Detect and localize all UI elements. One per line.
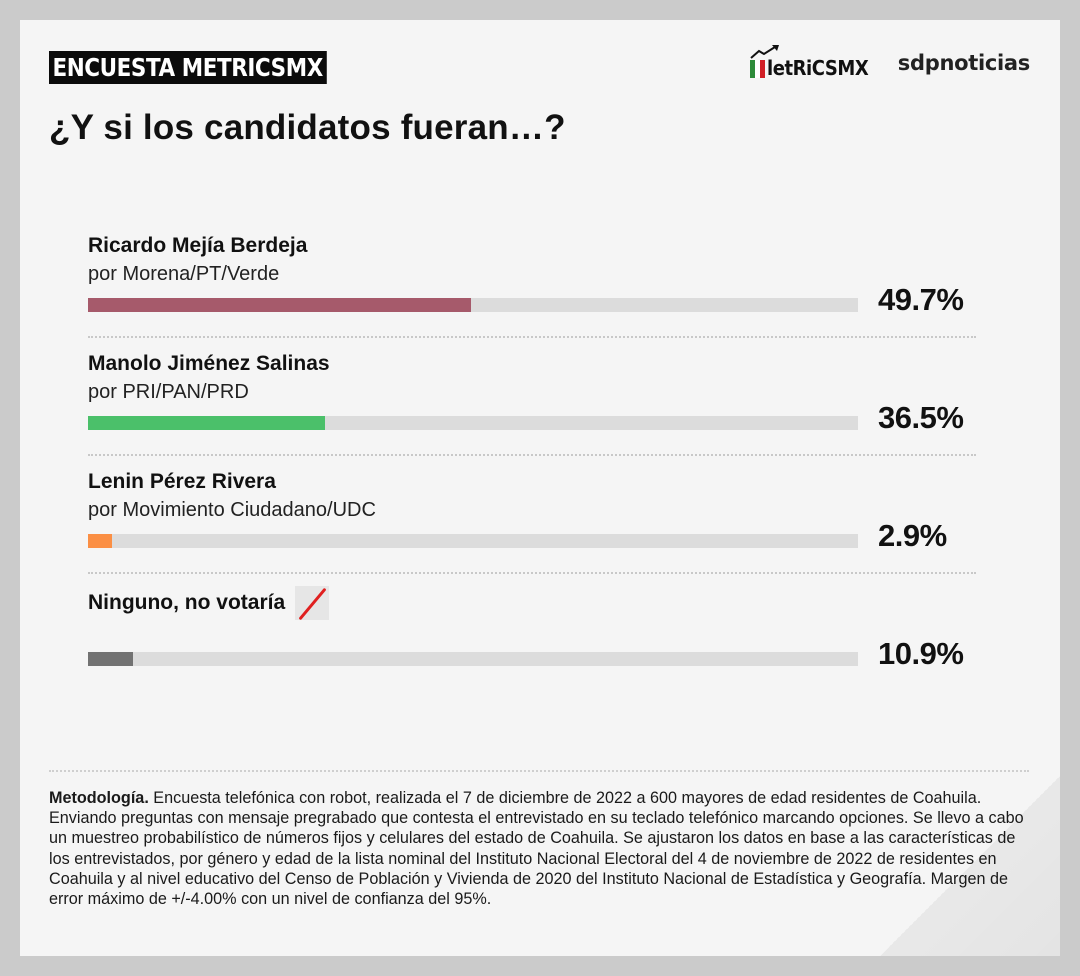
bar-fill [88, 534, 112, 548]
divider [88, 572, 976, 574]
bar-fill [88, 298, 471, 312]
candidate-name: Ninguno, no votaría [88, 586, 1003, 620]
candidate-party: por Movimiento Ciudadano/UDC [88, 499, 376, 521]
methodology-note: Metodología. Encuesta telefónica con rob… [49, 789, 1024, 909]
bar-track [88, 416, 858, 430]
bar-track [88, 534, 858, 548]
trend-arrow-icon [750, 45, 780, 59]
percentage: 36.5% [878, 400, 964, 435]
logos: letRiCSMX sdpnoticias [750, 45, 1031, 78]
metricsmx-logo: letRiCSMX [750, 45, 880, 78]
bar-track [88, 298, 858, 312]
poll-card: ENCUESTA METRICSMX letRiCSMX sdpnoticias… [20, 20, 1060, 956]
percentage: 10.9% [878, 636, 964, 671]
candidate-name: Manolo Jiménez Salinas [88, 352, 330, 375]
candidate-party: por PRI/PAN/PRD [88, 381, 249, 403]
bar-fill [88, 416, 326, 430]
candidate-party: por Morena/PT/Verde [88, 263, 280, 285]
page-title: ¿Y si los candidatos fueran…? [49, 108, 566, 147]
candidate-row: Manolo Jiménez Salinas por PRI/PAN/PRD 3… [88, 350, 1003, 456]
percentage: 49.7% [878, 282, 964, 317]
bar-track [88, 652, 858, 666]
footer-divider [49, 770, 1029, 772]
candidate-row: Lenin Pérez Rivera por Movimiento Ciudad… [88, 468, 1003, 574]
sdpnoticias-logo: sdpnoticias [897, 51, 1031, 75]
results-list: Ricardo Mejía Berdeja por Morena/PT/Verd… [88, 232, 1003, 686]
mexico-flag-icon [750, 60, 766, 78]
divider [88, 454, 976, 456]
divider [88, 336, 976, 338]
bar-fill [88, 652, 133, 666]
percentage: 2.9% [878, 518, 947, 553]
candidate-party [88, 620, 1003, 642]
candidate-row: Ninguno, no votaría 10.9% [88, 586, 1003, 686]
survey-badge: ENCUESTA METRICSMX [49, 51, 328, 84]
candidate-name: Lenin Pérez Rivera [88, 470, 276, 493]
candidate-row: Ricardo Mejía Berdeja por Morena/PT/Verd… [88, 232, 1003, 338]
no-vote-slash-icon [295, 586, 330, 620]
candidate-name: Ricardo Mejía Berdeja [88, 234, 308, 257]
